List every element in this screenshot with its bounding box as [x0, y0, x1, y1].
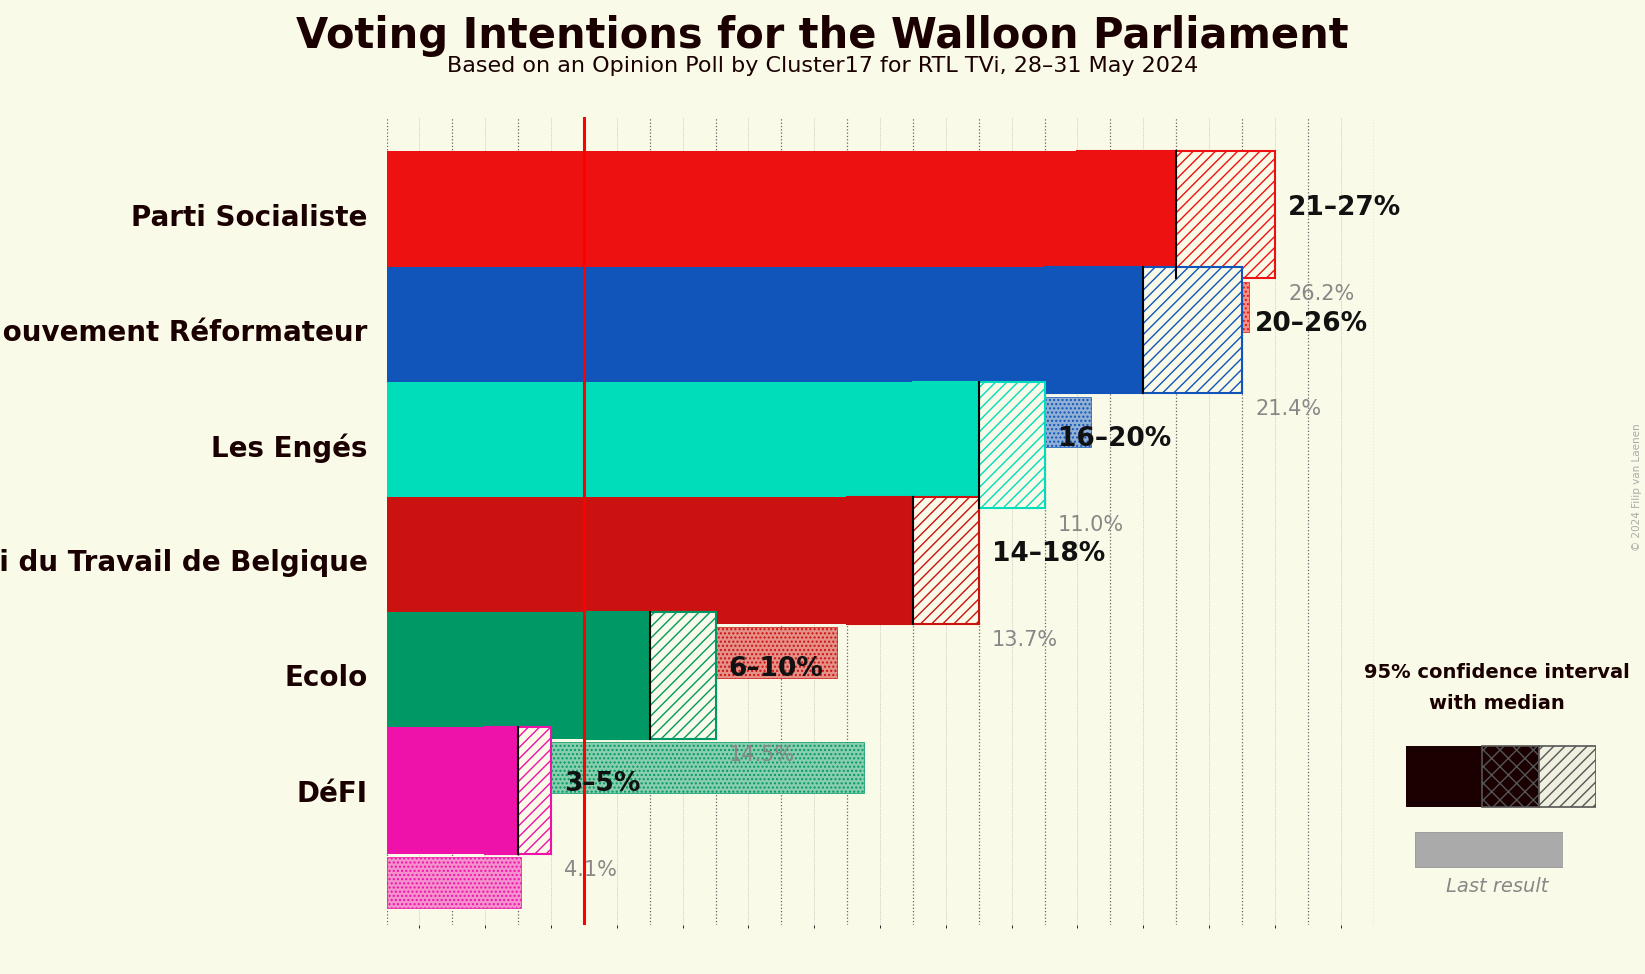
Text: Last result: Last result — [1446, 877, 1548, 896]
Bar — [387, 612, 716, 738]
Text: with median: with median — [1430, 693, 1564, 713]
Bar — [979, 382, 1045, 508]
Bar — [1077, 151, 1176, 279]
Text: 4.1%: 4.1% — [564, 860, 617, 880]
Text: 14–18%: 14–18% — [992, 541, 1105, 567]
Text: Voting Intentions for the Walloon Parliament: Voting Intentions for the Walloon Parlia… — [296, 15, 1349, 56]
Bar — [387, 512, 748, 563]
Bar — [1143, 267, 1242, 393]
Bar — [650, 612, 716, 738]
Bar — [1482, 746, 1540, 807]
Text: © 2024 Filip van Laenen: © 2024 Filip van Laenen — [1632, 423, 1642, 551]
Text: 20–26%: 20–26% — [1255, 311, 1369, 337]
Text: 11.0%: 11.0% — [1058, 514, 1124, 535]
Bar — [518, 728, 551, 854]
Bar — [584, 612, 650, 738]
Bar — [387, 497, 979, 623]
Text: 3–5%: 3–5% — [564, 771, 640, 798]
Bar — [387, 281, 1249, 332]
Text: Based on an Opinion Poll by Cluster17 for RTL TVi, 28–31 May 2024: Based on an Opinion Poll by Cluster17 fo… — [447, 56, 1198, 77]
Bar — [387, 857, 521, 908]
Bar — [913, 497, 979, 623]
Bar — [1176, 151, 1275, 279]
Bar — [387, 267, 1242, 393]
Text: 14.5%: 14.5% — [729, 745, 795, 765]
Bar — [847, 497, 913, 623]
Bar — [1045, 267, 1143, 393]
Bar — [1540, 746, 1596, 807]
Bar — [485, 728, 518, 854]
Bar — [387, 627, 837, 678]
Bar — [1415, 832, 1563, 867]
Text: 21–27%: 21–27% — [1288, 196, 1402, 221]
Bar — [1406, 746, 1482, 807]
Bar — [387, 151, 1275, 279]
Text: 6–10%: 6–10% — [729, 656, 824, 682]
Bar — [387, 382, 1045, 508]
Bar — [387, 728, 551, 854]
Text: 95% confidence interval: 95% confidence interval — [1364, 662, 1630, 682]
Text: 21.4%: 21.4% — [1255, 399, 1321, 420]
Text: 26.2%: 26.2% — [1288, 284, 1354, 304]
Bar — [387, 742, 864, 793]
Bar — [913, 382, 979, 508]
Text: 16–20%: 16–20% — [1058, 426, 1171, 452]
Text: 13.7%: 13.7% — [992, 630, 1058, 650]
Bar — [387, 396, 1091, 447]
